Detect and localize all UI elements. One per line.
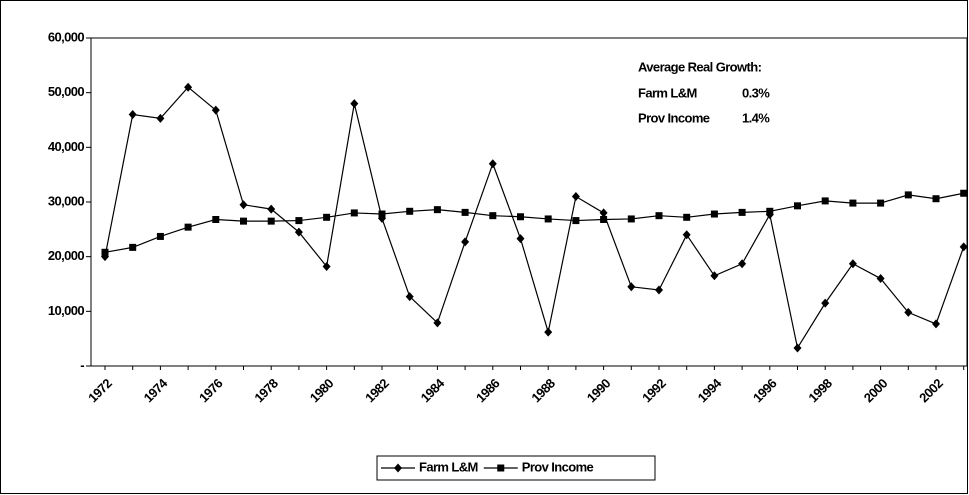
data-point [406, 207, 414, 215]
legend-marker [394, 463, 402, 473]
y-tick-label: - [80, 357, 84, 372]
data-point [350, 99, 359, 109]
data-point [101, 248, 109, 256]
data-point [877, 199, 885, 207]
data-point [517, 213, 524, 221]
data-point [378, 210, 386, 218]
data-point [433, 318, 442, 328]
annotation-title: Average Real Growth: [638, 59, 762, 74]
data-point [405, 292, 414, 302]
annotation-label: Prov Income [638, 110, 710, 125]
data-point [600, 215, 608, 223]
data-point [461, 237, 470, 247]
y-tick-label: 40,000 [48, 139, 85, 154]
data-point [572, 217, 580, 225]
data-point [212, 215, 220, 223]
data-point [239, 200, 248, 210]
data-point [683, 213, 691, 221]
data-point [932, 319, 940, 329]
data-point [322, 262, 331, 272]
data-point [655, 212, 663, 220]
data-point [433, 206, 441, 214]
data-point [793, 343, 802, 353]
data-point [323, 213, 331, 221]
series-line [104, 192, 964, 253]
data-point [599, 208, 608, 218]
data-point [184, 223, 192, 231]
legend-label: Farm L&M [419, 459, 478, 474]
annotation-value: 0.3% [742, 85, 770, 100]
data-point [544, 215, 552, 223]
y-tick-label: 20,000 [48, 248, 85, 263]
data-point [156, 232, 164, 240]
data-point [738, 208, 746, 216]
data-point [240, 217, 247, 225]
data-point [710, 210, 718, 218]
data-point [488, 159, 497, 169]
data-point [211, 105, 220, 115]
data-point [821, 298, 830, 308]
legend-box [376, 455, 656, 481]
data-point [738, 259, 747, 269]
data-point [294, 227, 303, 237]
data-point [267, 217, 275, 225]
y-tick-label: 10,000 [48, 303, 85, 318]
data-point [904, 307, 913, 317]
data-point [766, 207, 774, 215]
data-point [128, 110, 137, 120]
data-point [544, 327, 553, 337]
data-point [461, 208, 469, 216]
y-tick-label: 60,000 [48, 29, 85, 44]
y-tick-label: 30,000 [48, 193, 85, 208]
data-point [267, 204, 276, 214]
data-point [959, 242, 968, 252]
data-point [849, 199, 857, 207]
data-point [932, 195, 940, 203]
data-point [129, 243, 137, 251]
data-point [655, 285, 663, 295]
data-point [848, 259, 857, 269]
legend-label: Prov Income [522, 459, 594, 474]
legend-marker [497, 464, 505, 472]
data-point [904, 191, 912, 199]
series-line [104, 86, 965, 350]
annotation-value: 1.4% [742, 110, 770, 125]
annotation-label: Farm L&M [638, 85, 697, 100]
data-point [876, 274, 885, 284]
data-point [710, 271, 719, 281]
data-point [350, 209, 358, 217]
data-point [156, 113, 165, 123]
y-tick-label: 50,000 [48, 84, 85, 99]
data-point [571, 192, 580, 202]
data-point [489, 212, 497, 220]
data-point [516, 234, 525, 244]
data-point [794, 202, 801, 210]
data-point [627, 215, 635, 223]
data-point [960, 189, 968, 197]
data-point [184, 82, 193, 92]
data-point [682, 230, 691, 240]
data-point [295, 217, 303, 225]
data-point [627, 282, 636, 292]
data-point [821, 197, 829, 205]
